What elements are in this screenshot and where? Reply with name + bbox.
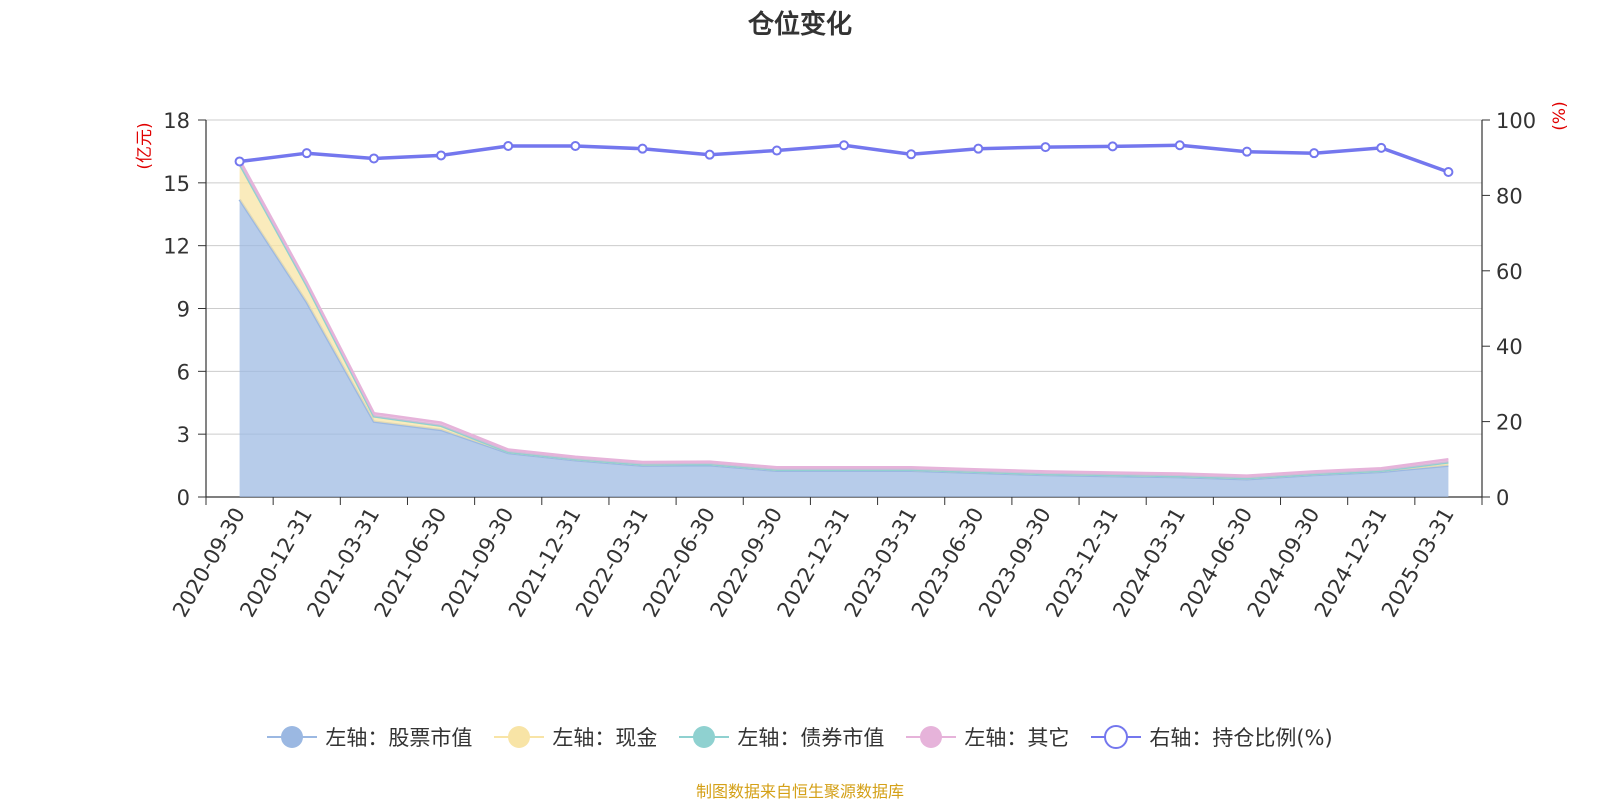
- right-axis-tick-label: 0: [1496, 486, 1509, 510]
- left-axis-tick-label: 9: [177, 298, 190, 322]
- legend-item[interactable]: 左轴：债券市值: [679, 722, 884, 752]
- position-ratio-point: [637, 143, 648, 154]
- position-ratio-point: [1040, 142, 1051, 153]
- x-axis-tick-label: 2025-03-31: [1377, 504, 1459, 622]
- position-ratio-point: [436, 150, 447, 161]
- right-axis-tick-label: 60: [1496, 260, 1523, 284]
- right-axis-tick-label: 80: [1496, 184, 1523, 208]
- legend-item[interactable]: 左轴：其它: [906, 722, 1069, 752]
- legend-label: 左轴：债券市值: [737, 726, 885, 750]
- position-ratio-point: [368, 153, 379, 164]
- legend-label: 左轴：股票市值: [325, 726, 473, 750]
- area-左轴：股票市值: [239, 199, 1449, 497]
- right-axis-tick-label: 20: [1496, 411, 1523, 435]
- position-ratio-point: [906, 149, 917, 160]
- position-ratio-point: [301, 148, 312, 159]
- left-axis-unit: (亿元): [135, 122, 155, 169]
- legend-swatch-icon: [267, 726, 318, 748]
- legend-label: 右轴：持仓比例(%): [1149, 726, 1333, 750]
- right-axis-tick-label: 40: [1496, 335, 1523, 359]
- position-ratio-point: [973, 143, 984, 154]
- area-line-左轴：其它: [238, 159, 1449, 477]
- position-ratio-point: [503, 141, 514, 152]
- left-axis-tick-label: 18: [163, 109, 190, 133]
- legend-item[interactable]: 左轴：现金: [494, 722, 657, 752]
- position-ratio-point: [1309, 148, 1320, 159]
- legend-swatch-icon: [494, 726, 545, 748]
- chart-title: 仓位变化: [747, 10, 852, 40]
- legend-label: 左轴：其它: [964, 726, 1070, 750]
- legend-swatch-icon: [679, 726, 730, 748]
- position-ratio-point: [704, 149, 715, 160]
- left-axis-tick-label: 3: [177, 423, 190, 447]
- position-ratio-point: [1174, 140, 1185, 151]
- left-axis-tick-label: 6: [177, 360, 190, 384]
- left-axis-tick-label: 0: [177, 486, 190, 510]
- left-axis-tick-label: 15: [163, 172, 190, 196]
- legend-item[interactable]: 右轴：持仓比例(%): [1091, 722, 1333, 752]
- position-ratio-point: [234, 156, 245, 167]
- position-ratio-point: [1107, 141, 1118, 152]
- data-source-note: 制图数据来自恒生聚源数据库: [695, 782, 904, 801]
- position-ratio-point: [771, 145, 782, 156]
- chart-legend: 左轴：股票市值 左轴：现金 左轴：债券市值 左轴：其它 右轴：持仓比例(%): [0, 722, 1600, 752]
- right-axis-unit: (%): [1550, 101, 1570, 130]
- right-axis-tick-label: 100: [1496, 109, 1536, 133]
- position-ratio-point: [570, 141, 581, 152]
- legend-label: 左轴：现金: [552, 726, 658, 750]
- left-axis-tick-label: 12: [163, 235, 190, 259]
- legend-item[interactable]: 左轴：股票市值: [267, 722, 472, 752]
- position-ratio-point: [1376, 142, 1387, 153]
- position-ratio-point: [1241, 146, 1252, 157]
- position-ratio-point: [839, 140, 849, 151]
- position-ratio-point: [1443, 167, 1454, 178]
- legend-swatch-icon: [1091, 725, 1142, 749]
- legend-swatch-icon: [906, 726, 957, 748]
